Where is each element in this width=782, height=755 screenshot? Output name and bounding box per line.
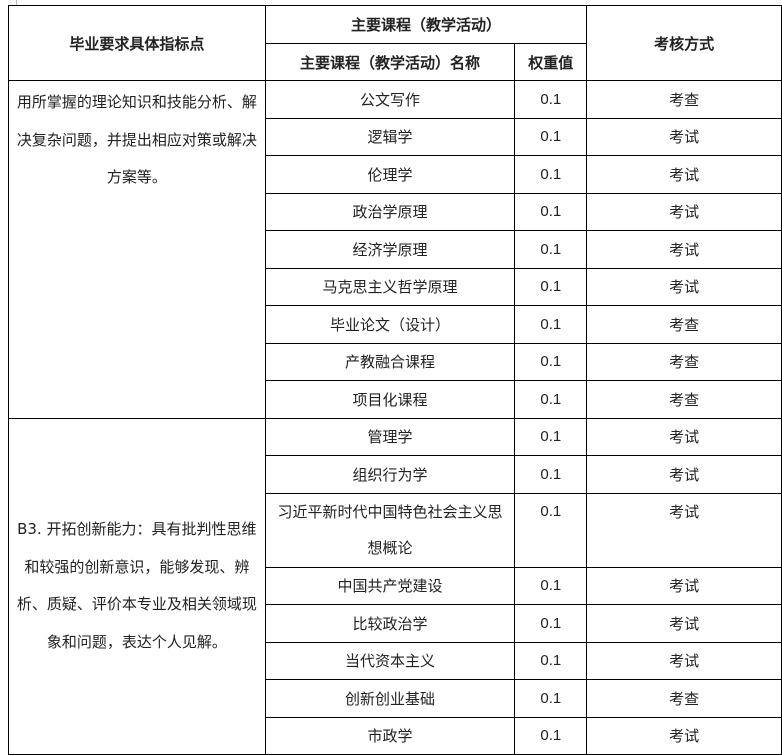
assessment-cell: 考试 [586, 417, 782, 456]
assessment-cell: 考试 [586, 117, 782, 156]
assessment-cell: 考查 [586, 80, 782, 119]
weight-cell: 0.1 [514, 417, 588, 456]
assessment-cell: 考试 [586, 641, 782, 680]
assessment-cell: 考查 [586, 679, 782, 718]
weight-cell: 0.1 [514, 267, 588, 306]
table-row: 逻辑学 0.1 考试 [9, 117, 782, 156]
weight-cell: 0.1 [514, 342, 588, 381]
indicator-cell: B3. 开拓创新能力：具有批判性思维和较强的创新意识，能够发现、辨析、质疑、评价… [8, 417, 266, 755]
course-name-cell: 伦理学 [264, 155, 516, 194]
weight-cell: 0.1 [514, 155, 588, 194]
table-row: 马克思主义哲学原理 0.1 考试 [9, 267, 782, 306]
table-row: 比较政治学 0.1 考试 [9, 604, 782, 643]
course-name-cell: 当代资本主义 [264, 641, 516, 680]
table-row: 政治学原理 0.1 考试 [9, 192, 782, 231]
weight-cell: 0.1 [514, 566, 588, 605]
header-course-group: 主要课程（教学活动） [264, 5, 588, 44]
course-name-cell: 经济学原理 [264, 230, 516, 269]
weight-cell: 0.1 [514, 492, 588, 568]
weight-cell: 0.1 [514, 641, 588, 680]
table-row: 用所掌握的理论知识和技能分析、解决复杂问题，并提出相应对策或解决方案等。 公文写作… [8, 80, 782, 419]
table-row: 项目化课程 0.1 考查 [9, 380, 782, 419]
table-row: 中国共产党建设 0.1 考试 [9, 566, 782, 605]
table-row: 组织行为学 0.1 考试 [9, 455, 782, 494]
table-row: 经济学原理 0.1 考试 [9, 230, 782, 269]
header-indicator: 毕业要求具体指标点 [8, 5, 266, 81]
course-name-cell: 习近平新时代中国特色社会主义思想概论 [264, 492, 516, 568]
assessment-cell: 考试 [586, 492, 782, 568]
header-course-name: 主要课程（教学活动）名称 [264, 43, 516, 81]
table-row: 伦理学 0.1 考试 [9, 155, 782, 194]
assessment-cell: 考查 [586, 305, 782, 344]
table-row: B3. 开拓创新能力：具有批判性思维和较强的创新意识，能够发现、辨析、质疑、评价… [8, 417, 782, 755]
indicator-cell: 用所掌握的理论知识和技能分析、解决复杂问题，并提出相应对策或解决方案等。 [8, 80, 266, 419]
table-row: 市政学 0.1 考试 [9, 716, 782, 755]
weight-cell: 0.1 [514, 455, 588, 494]
weight-cell: 0.1 [514, 305, 588, 344]
course-name-cell: 市政学 [264, 716, 516, 755]
weight-cell: 0.1 [514, 192, 588, 231]
weight-cell: 0.1 [514, 230, 588, 269]
indicator-course-table: 毕业要求具体指标点 主要课程（教学活动） 考核方式 主要课程（教学活动）名称 权… [8, 5, 782, 755]
table-row: 产教融合课程 0.1 考查 [9, 342, 782, 381]
assessment-cell: 考试 [586, 566, 782, 605]
weight-cell: 0.1 [514, 679, 588, 718]
page-corner-mark [0, 0, 17, 5]
table-row: 习近平新时代中国特色社会主义思想概论 0.1 考试 [9, 492, 782, 568]
course-name-cell: 政治学原理 [264, 192, 516, 231]
assessment-cell: 考试 [586, 604, 782, 643]
assessment-cell: 考试 [586, 455, 782, 494]
course-name-cell: 组织行为学 [264, 455, 516, 494]
assessment-cell: 考试 [586, 155, 782, 194]
course-name-cell: 管理学 [264, 417, 516, 456]
course-name-cell: 比较政治学 [264, 604, 516, 643]
course-name-cell: 逻辑学 [264, 117, 516, 156]
weight-cell: 0.1 [514, 716, 588, 755]
course-name-cell: 毕业论文（设计） [264, 305, 516, 344]
weight-cell: 0.1 [514, 604, 588, 643]
course-name-cell: 创新创业基础 [264, 679, 516, 718]
assessment-cell: 考试 [586, 267, 782, 306]
table-row: 当代资本主义 0.1 考试 [9, 641, 782, 680]
assessment-cell: 考试 [586, 192, 782, 231]
course-name-cell: 公文写作 [264, 80, 516, 119]
course-name-cell: 项目化课程 [264, 380, 516, 419]
header-assessment: 考核方式 [586, 5, 782, 81]
weight-cell: 0.1 [514, 380, 588, 419]
assessment-cell: 考查 [586, 380, 782, 419]
course-name-cell: 产教融合课程 [264, 342, 516, 381]
course-name-cell: 中国共产党建设 [264, 566, 516, 605]
table-row: 创新创业基础 0.1 考查 [9, 679, 782, 718]
header-weight: 权重值 [514, 43, 588, 81]
assessment-cell: 考试 [586, 230, 782, 269]
course-name-cell: 马克思主义哲学原理 [264, 267, 516, 306]
assessment-cell: 考查 [586, 342, 782, 381]
weight-cell: 0.1 [514, 80, 588, 119]
assessment-cell: 考试 [586, 716, 782, 755]
weight-cell: 0.1 [514, 117, 588, 156]
